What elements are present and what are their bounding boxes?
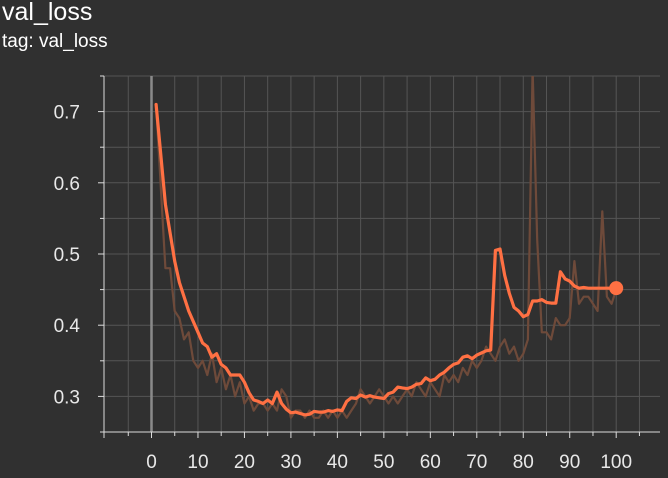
x-tick-label: 100	[600, 452, 632, 473]
y-tick-label: 0.7	[54, 103, 80, 124]
x-tick-label: 0	[146, 452, 157, 473]
y-tick-label: 0.6	[54, 174, 80, 195]
grid-lines	[104, 75, 660, 433]
x-tick-label: 80	[513, 452, 534, 473]
x-tick-label: 10	[187, 452, 208, 473]
y-tick-label: 0.4	[54, 316, 81, 337]
y-tick-label: 0.3	[54, 387, 80, 408]
axes	[98, 75, 660, 438]
y-tick-label: 0.5	[54, 245, 80, 266]
x-tick-label: 50	[373, 452, 394, 473]
series-layer	[154, 76, 624, 419]
tick-labels: 0 10 20 30 40 50 60 70 80 90 100 0.3 0.4 0.5 0.6 0.7	[54, 103, 632, 473]
x-tick-label: 40	[327, 452, 348, 473]
chart-title: val_loss	[2, 0, 93, 26]
x-tick-label: 20	[234, 452, 255, 473]
x-tick-label: 60	[420, 452, 441, 473]
x-tick-label: 90	[559, 452, 580, 473]
last-value-marker	[609, 281, 624, 296]
chart-tag-label: tag: val_loss	[2, 31, 108, 52]
x-tick-label: 30	[280, 452, 301, 473]
x-tick-label: 70	[466, 452, 487, 473]
smoothed-series-line	[154, 102, 618, 417]
